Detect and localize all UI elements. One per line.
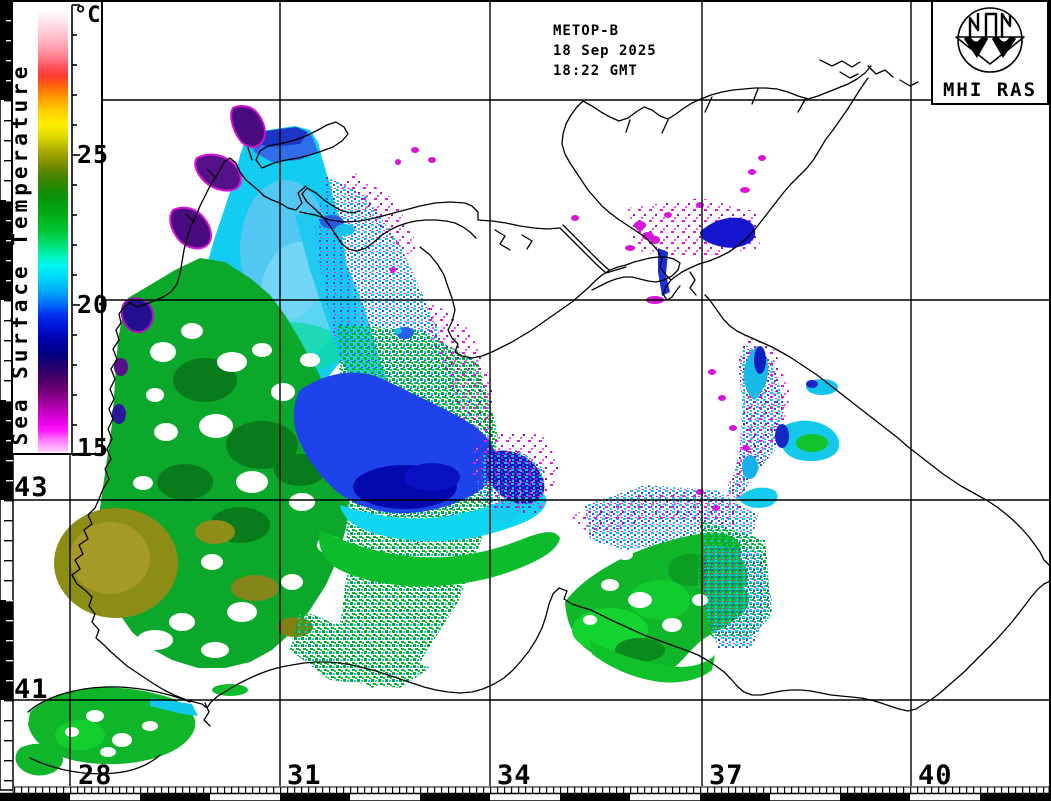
acquisition-date: 18 Sep 2025: [553, 43, 657, 59]
colorbar-axis: [71, 4, 80, 456]
lon-label-28: 28: [78, 760, 113, 791]
mhi-emblem-icon: [955, 7, 1025, 73]
lon-label-34: 34: [497, 760, 532, 791]
colorbar-tick-15: 15: [77, 433, 110, 462]
graticule-layer: [13, 2, 1049, 786]
acquisition-info: METOP-B 18 Sep 2025 18:22 GMT: [553, 21, 657, 81]
lon-label-37: 37: [709, 760, 744, 791]
lon-label-31: 31: [287, 760, 322, 791]
sst-data-layer: [15, 105, 840, 776]
lat-label-43: 43: [14, 472, 49, 503]
coastline-layer: [27, 59, 1051, 775]
mhi-ras-logo: MHI RAS: [931, 0, 1049, 105]
colorbar-tick-25: 25: [77, 140, 110, 169]
lon-label-40: 40: [918, 760, 953, 791]
colorbar-tick-20: 20: [77, 290, 110, 319]
satellite-name: METOP-B: [553, 23, 620, 39]
colorbar-title: Sea Surface Temperature: [8, 62, 32, 446]
lat-label-41: 41: [14, 674, 49, 705]
acquisition-time: 18:22 GMT: [553, 63, 638, 79]
logo-text: MHI RAS: [942, 79, 1038, 101]
colorbar-panel: Sea Surface Temperature °C 25 20 15: [8, 0, 108, 460]
colorbar-gradient: [38, 9, 68, 452]
colorbar-unit-label: °C: [74, 3, 101, 28]
